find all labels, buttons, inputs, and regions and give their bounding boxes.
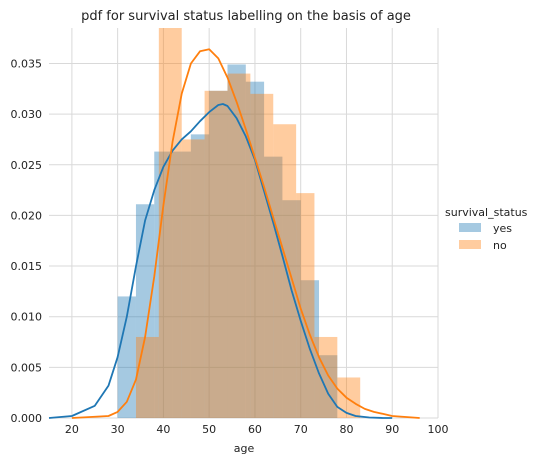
y-tick-label: 0.015 <box>11 260 43 273</box>
bar-no <box>337 377 361 418</box>
x-tick-label: 50 <box>202 423 216 436</box>
bar-yes <box>172 151 191 418</box>
bar-yes <box>264 156 283 418</box>
bar-no <box>204 90 228 419</box>
bar-yes <box>227 64 246 418</box>
bar-yes <box>154 151 173 418</box>
x-tick-label: 30 <box>111 423 125 436</box>
bar-no <box>227 73 251 419</box>
legend-label-no: no <box>493 239 507 252</box>
x-tick-label: 90 <box>385 423 399 436</box>
x-ticks: 20 30 40 50 60 70 80 90 100 <box>65 423 449 436</box>
y-tick-label: 0.020 <box>11 209 43 222</box>
y-tick-label: 0.025 <box>11 159 43 172</box>
x-tick-label: 80 <box>339 423 353 436</box>
legend-title: survival_status <box>445 206 528 219</box>
legend-label-yes: yes <box>493 222 512 235</box>
x-axis-label: age <box>234 442 255 455</box>
bar-yes <box>209 90 228 419</box>
y-tick-label: 0.030 <box>11 108 43 121</box>
x-tick-label: 70 <box>294 423 308 436</box>
y-tick-label: 0.010 <box>11 311 43 324</box>
legend-swatch-no <box>459 240 481 249</box>
y-ticks: 0.000 0.005 0.010 0.015 0.020 0.025 0.030 0.035 <box>11 57 43 425</box>
legend-swatch-yes <box>459 223 481 232</box>
bar-yes <box>245 81 265 419</box>
y-tick-label: 0.035 <box>11 57 43 70</box>
bar-yes <box>135 204 155 418</box>
y-tick-label: 0.000 <box>11 412 43 425</box>
bar-yes <box>319 355 338 418</box>
x-tick-label: 60 <box>248 423 262 436</box>
kde-lines <box>48 48 420 419</box>
bar-no <box>158 28 182 418</box>
plot-area <box>48 28 439 419</box>
bar-yes <box>190 134 210 418</box>
bar-no <box>296 193 315 418</box>
bar-yes <box>282 200 301 418</box>
bar-no <box>273 124 297 418</box>
bar-no <box>135 336 159 418</box>
kde-line-no <box>71 48 420 419</box>
kde-line-yes <box>48 103 393 419</box>
x-tick-label: 40 <box>156 423 170 436</box>
x-tick-label: 20 <box>65 423 79 436</box>
bar-no <box>314 336 338 418</box>
plot-background <box>49 28 438 418</box>
x-tick-label: 100 <box>428 423 449 436</box>
bar-no <box>250 93 274 419</box>
histogram-no <box>135 28 361 419</box>
histogram-yes <box>117 64 338 419</box>
bar-no <box>181 139 205 418</box>
chart-title: pdf for survival status labelling on the… <box>81 9 411 24</box>
legend: survival_status yes no <box>445 206 528 252</box>
bar-yes <box>117 296 136 418</box>
y-tick-label: 0.005 <box>11 361 43 374</box>
